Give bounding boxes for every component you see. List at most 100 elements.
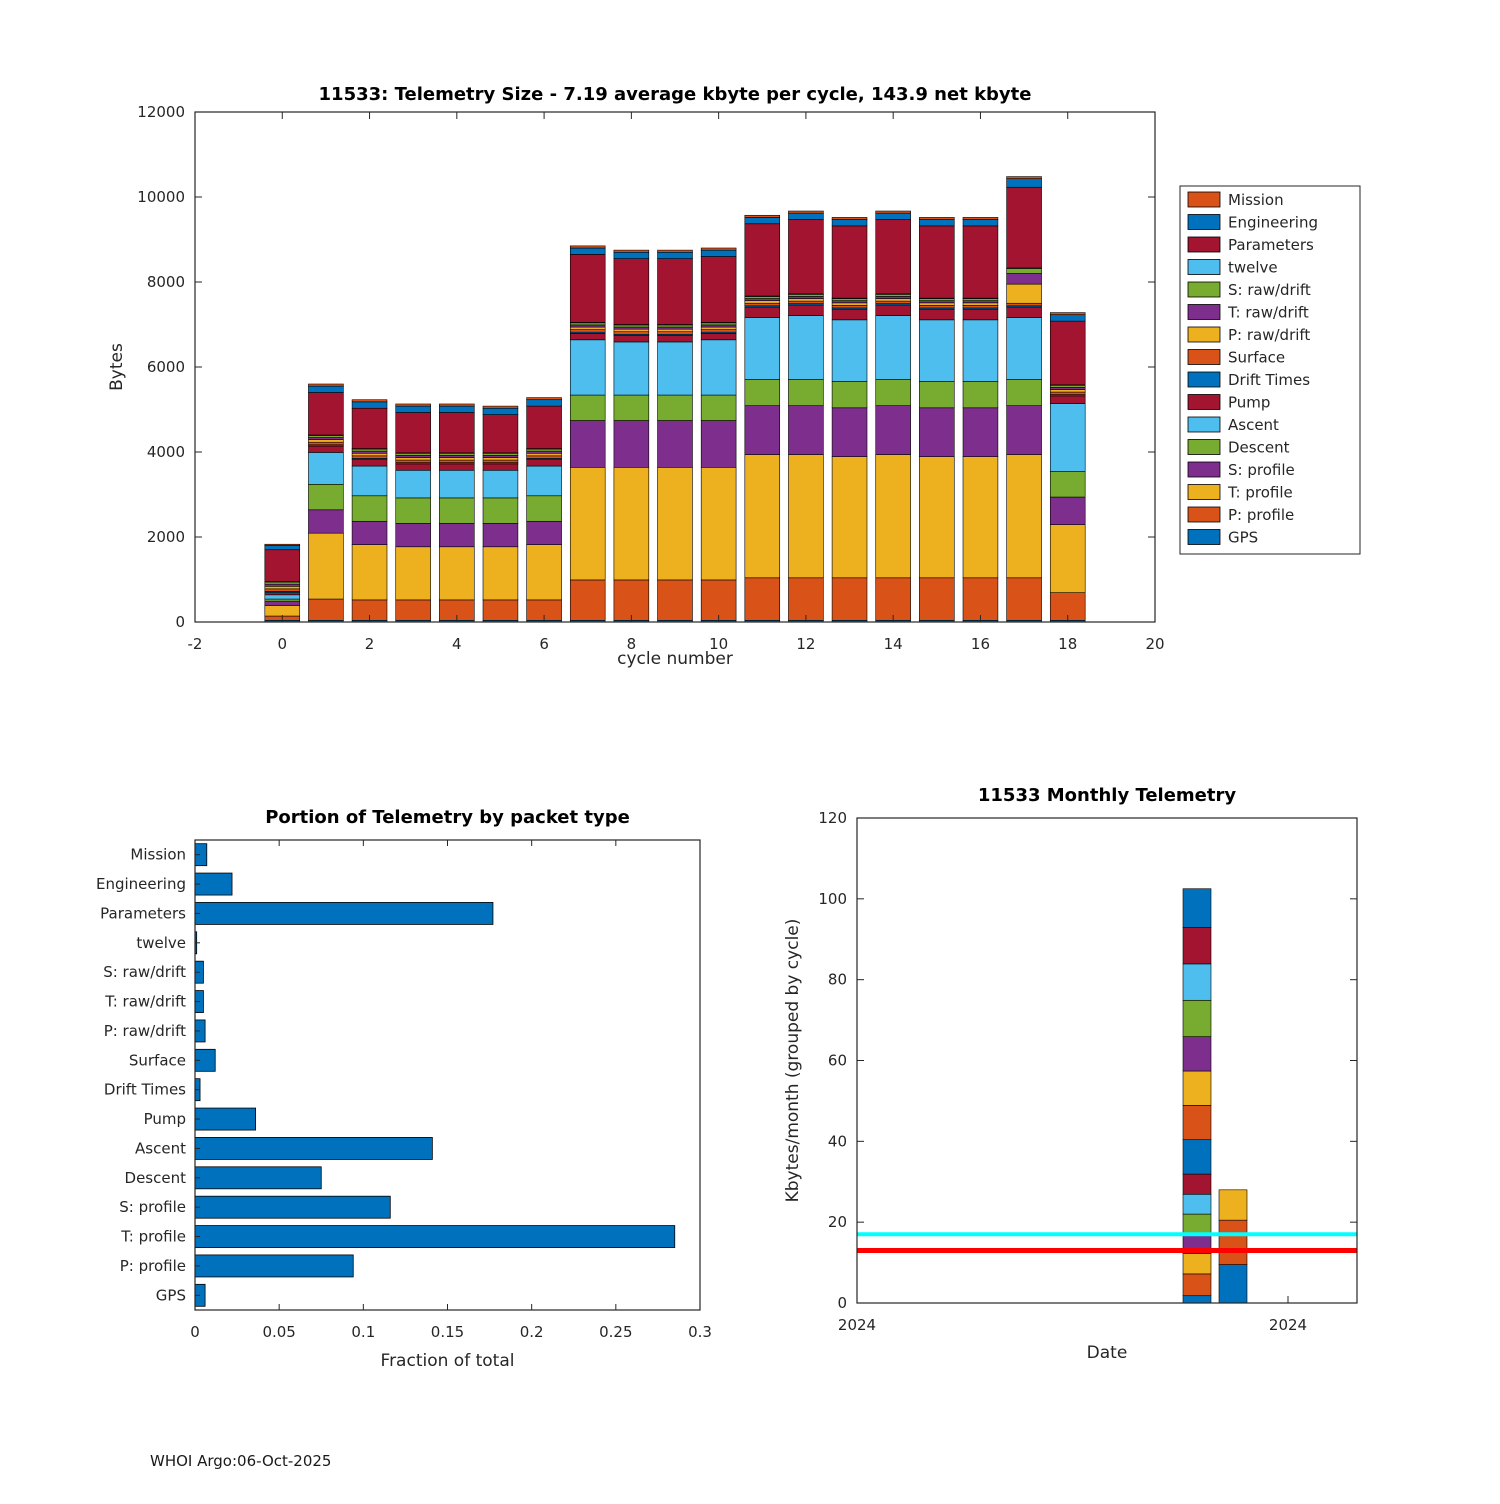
legend-entry: T: profile	[1188, 484, 1293, 502]
bar-segment	[963, 299, 998, 301]
legend-swatch	[1188, 485, 1220, 500]
bar-segment	[1219, 1265, 1247, 1303]
bar-segment	[1183, 1274, 1211, 1296]
bar-segment	[614, 252, 649, 258]
bar-segment	[876, 305, 911, 316]
bar-segment	[483, 460, 518, 463]
legend-entry: Mission	[1188, 191, 1284, 209]
legend-swatch	[1188, 440, 1220, 455]
bar-segment	[876, 296, 911, 298]
bar-segment	[701, 340, 736, 395]
bar-segment	[1183, 928, 1211, 964]
bar-segment	[919, 299, 954, 301]
bar-segment	[658, 250, 693, 252]
bar-segment	[1183, 1140, 1211, 1174]
bar-segment	[658, 342, 693, 395]
bar-segment	[1050, 390, 1085, 393]
bar-segment	[439, 464, 474, 470]
bar-segment	[614, 342, 649, 395]
bar-segment	[483, 470, 518, 498]
bar-segment	[963, 309, 998, 320]
bar-segment	[483, 458, 518, 461]
legend-label: P: raw/drift	[1228, 326, 1310, 344]
bar-segment	[527, 449, 562, 451]
bar	[195, 873, 232, 895]
bar-segment	[308, 386, 343, 392]
category-label: Descent	[125, 1169, 187, 1187]
bar-segment	[1183, 1214, 1211, 1234]
bar-segment	[1183, 1037, 1211, 1071]
legend-label: T: profile	[1227, 484, 1293, 502]
legend-entry: P: raw/drift	[1188, 326, 1310, 344]
legend-swatch	[1188, 507, 1220, 522]
legend-entry: Ascent	[1188, 416, 1279, 434]
bar-segment	[701, 330, 736, 333]
bar-segment	[1183, 964, 1211, 1000]
bar-segment	[832, 381, 867, 407]
bar-segment	[788, 211, 823, 213]
bar-segment	[963, 457, 998, 578]
bar-segment	[1219, 1190, 1247, 1220]
bar-segment	[439, 523, 474, 546]
bar-segment	[570, 580, 605, 620]
x-tick-label: 18	[1058, 635, 1077, 653]
bar-segment	[701, 323, 736, 325]
bar-segment	[439, 455, 474, 457]
bar-segment	[570, 254, 605, 322]
x-tick-label: 0.05	[262, 1323, 295, 1341]
monthly-bars	[1183, 889, 1247, 1303]
category-label: Surface	[129, 1051, 186, 1069]
bar-segment	[876, 379, 911, 405]
bar-segment	[265, 605, 300, 616]
bar-segment	[396, 412, 431, 452]
bar-segment	[614, 580, 649, 620]
x-tick-label: 14	[884, 635, 903, 653]
bar-segment	[963, 320, 998, 382]
bar	[195, 1196, 390, 1218]
bar-segment	[745, 455, 780, 578]
bar-segment	[352, 545, 387, 600]
bar-segment	[527, 453, 562, 456]
x-tick-label: 0.3	[688, 1323, 712, 1341]
y-tick-label: 6000	[147, 358, 185, 376]
bar-segment	[483, 600, 518, 620]
bar-segment	[483, 415, 518, 453]
bar-segment	[963, 301, 998, 303]
x-axis-label: Fraction of total	[381, 1351, 515, 1371]
bar-segment	[614, 332, 649, 335]
legend-entry: T: raw/drift	[1188, 304, 1309, 322]
bar-segment	[788, 299, 823, 302]
legend-label: S: profile	[1228, 461, 1295, 479]
bar-segment	[352, 451, 387, 453]
bar-segment	[527, 398, 562, 400]
bar-segment	[1050, 396, 1085, 404]
bar-segment	[788, 316, 823, 380]
bar-segment	[614, 467, 649, 580]
legend-swatch	[1188, 530, 1220, 545]
bar-segment	[1007, 177, 1042, 179]
bar-segment	[570, 248, 605, 254]
bar-segment	[832, 303, 867, 306]
bar-segment	[483, 408, 518, 414]
bar-segment	[308, 533, 343, 599]
legend-label: Mission	[1228, 191, 1284, 209]
bar-segment	[1007, 179, 1042, 188]
bar-segment	[570, 340, 605, 395]
bar-segment	[963, 381, 998, 407]
bar-segment	[1183, 1071, 1211, 1105]
bar-segment	[1007, 274, 1042, 285]
legend-swatch	[1188, 237, 1220, 252]
bar-segment	[745, 217, 780, 223]
bar-segment	[352, 453, 387, 456]
legend-label: twelve	[1228, 259, 1278, 277]
bar-segment	[1007, 187, 1042, 268]
bar-segment	[658, 467, 693, 580]
y-tick-label: 8000	[147, 273, 185, 291]
bar-segment	[701, 327, 736, 330]
bar-segment	[963, 220, 998, 226]
bar-segment	[483, 464, 518, 470]
bar-segment	[570, 246, 605, 248]
